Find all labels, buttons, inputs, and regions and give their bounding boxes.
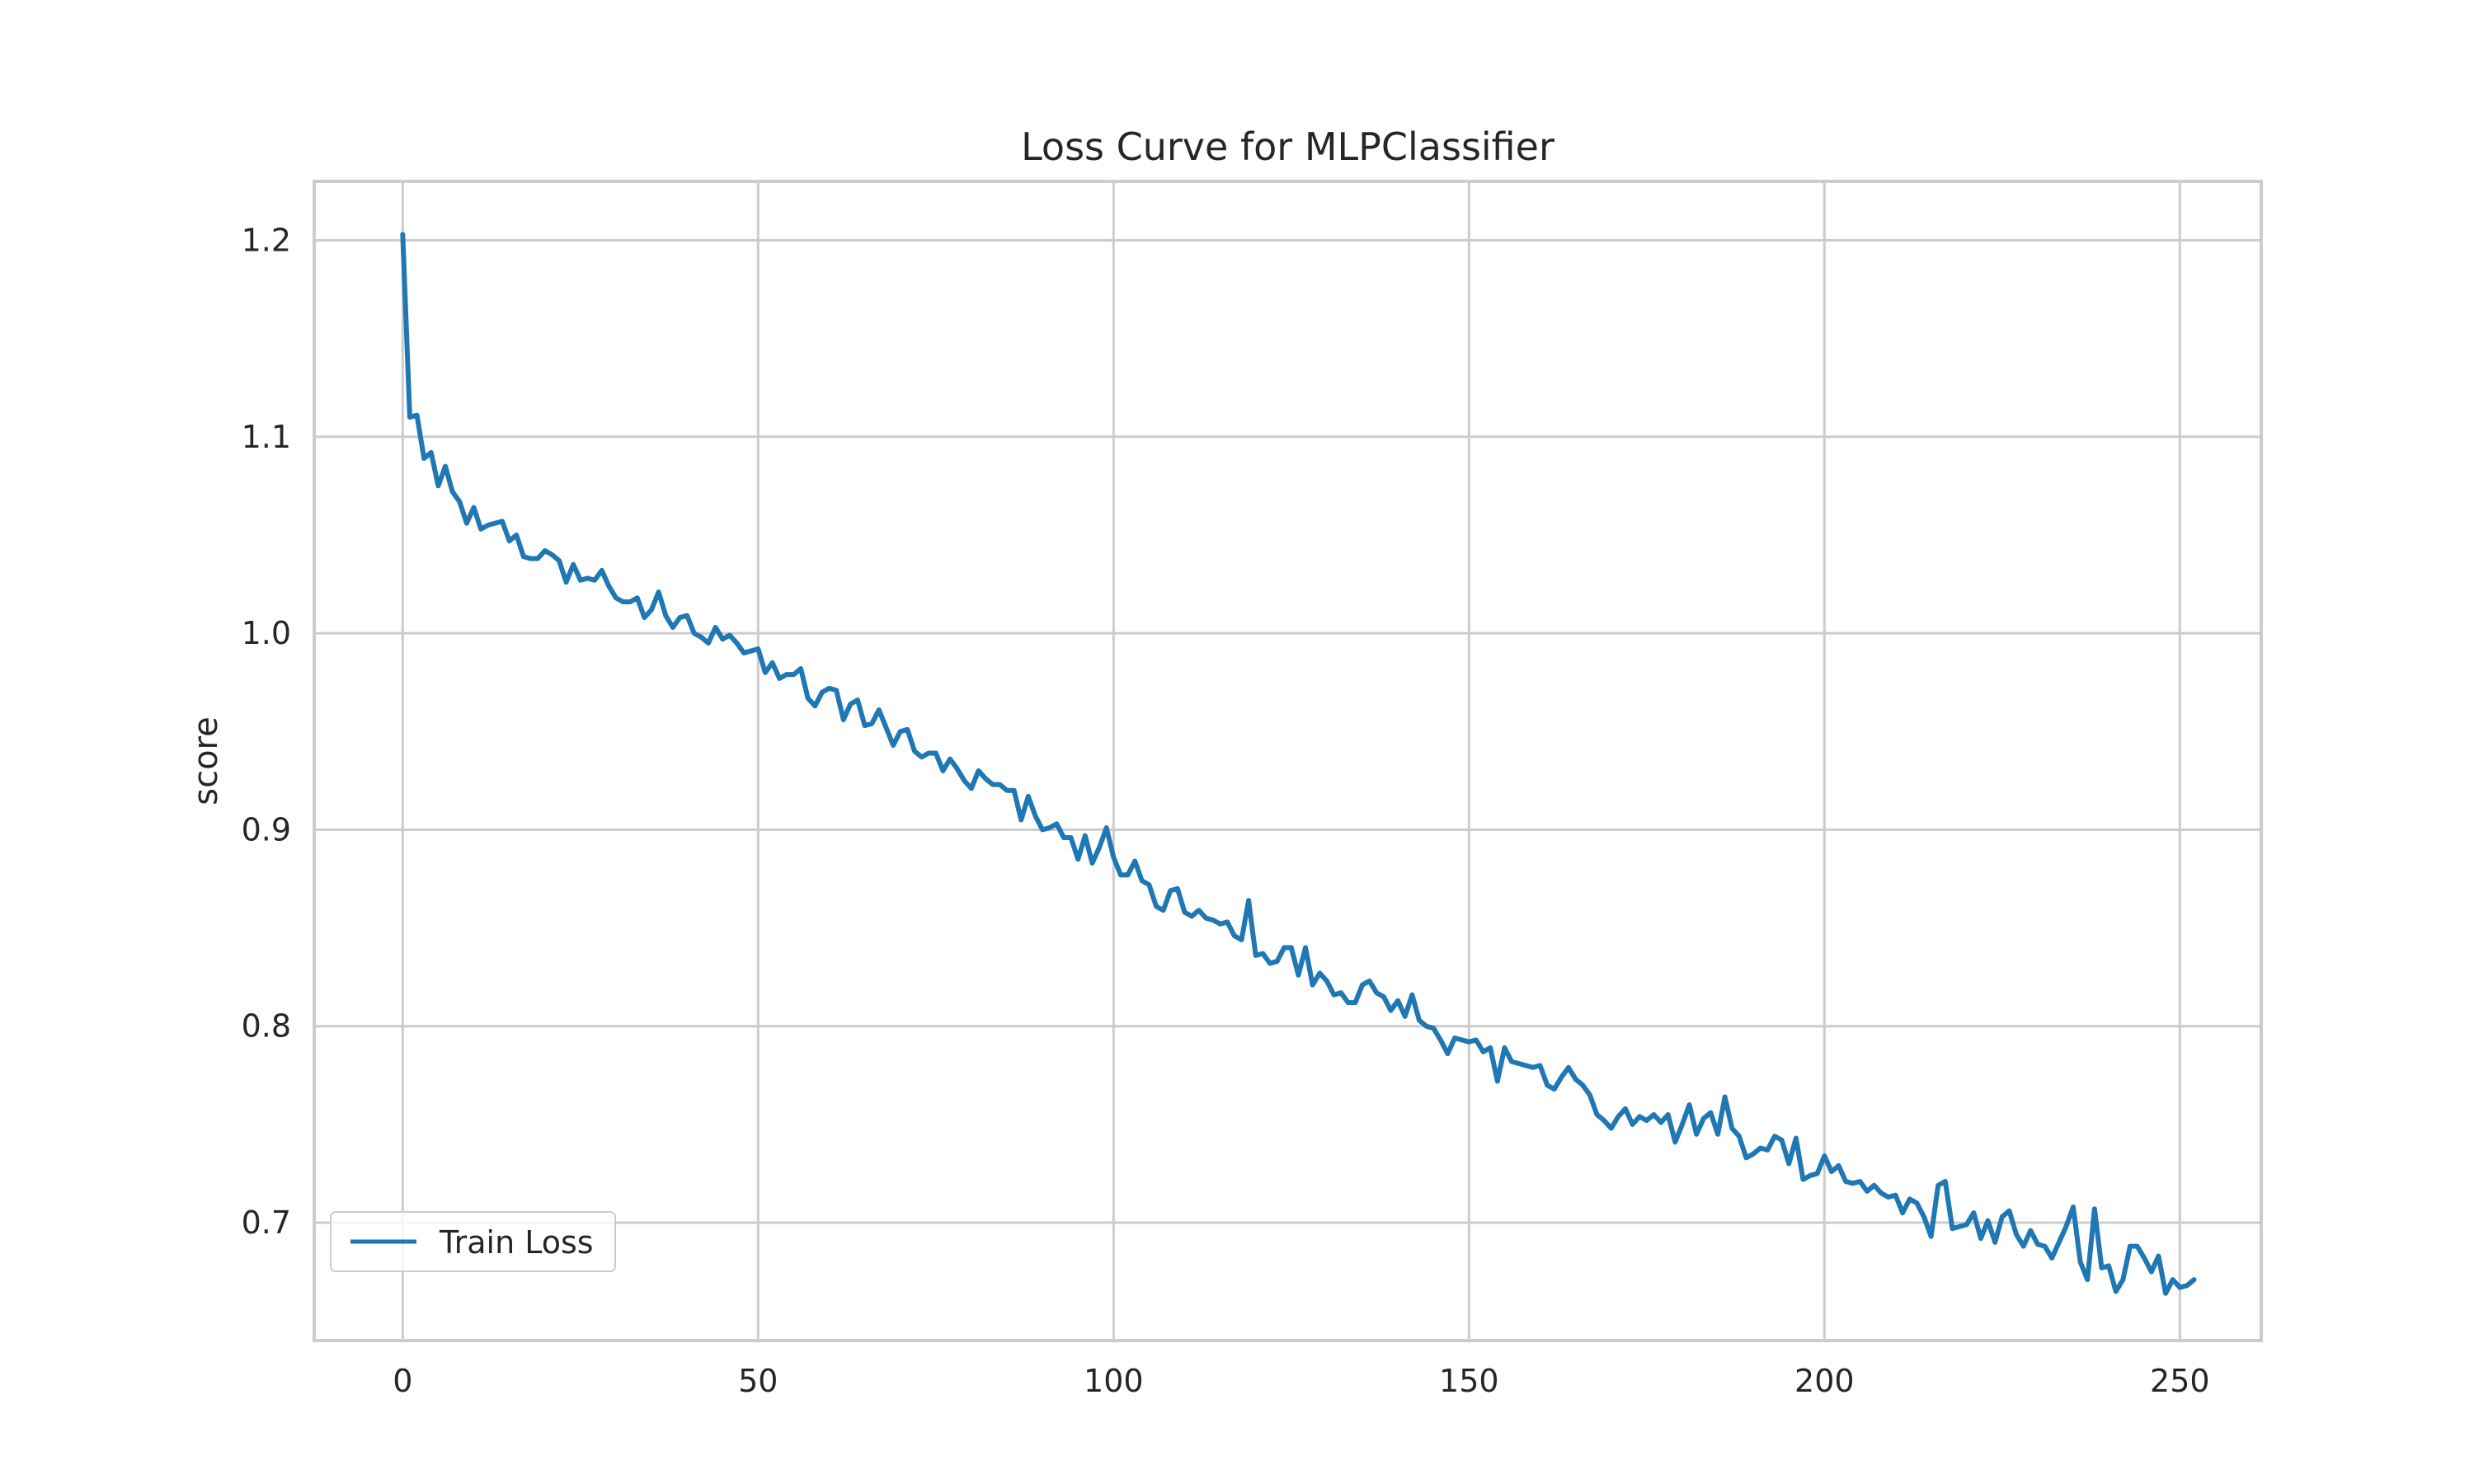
legend-box [330, 1211, 616, 1272]
legend-label-train-loss: Train Loss [439, 1224, 594, 1261]
grid-lines [314, 181, 2261, 1341]
chart-title: Loss Curve for MLPClassifier [1021, 124, 1554, 169]
series-line-train-loss [400, 232, 2197, 1296]
tick-labels: 0 50 100 150 200 250 0.7 0.8 0.9 1.0 1.1 1.2 [242, 222, 2210, 1399]
y-tick-label: 0.8 [242, 1008, 291, 1045]
plot-frame [313, 180, 2263, 1342]
x-tick-label: 100 [1084, 1363, 1144, 1399]
x-tick-label: 0 [393, 1363, 412, 1399]
x-tick-label: 200 [1794, 1363, 1855, 1399]
series-layer [400, 232, 2197, 1296]
x-tick-label: 250 [2150, 1363, 2210, 1399]
x-tick-label: 150 [1439, 1363, 1499, 1399]
legend: Train Loss [330, 1211, 616, 1272]
y-axis-label: score [187, 716, 225, 805]
y-tick-label: 1.1 [242, 419, 291, 455]
y-tick-label: 0.9 [242, 811, 291, 848]
y-tick-label: 1.0 [242, 615, 291, 651]
x-tick-label: 50 [738, 1363, 778, 1399]
y-tick-label: 0.7 [242, 1205, 291, 1241]
y-tick-label: 1.2 [242, 222, 291, 258]
